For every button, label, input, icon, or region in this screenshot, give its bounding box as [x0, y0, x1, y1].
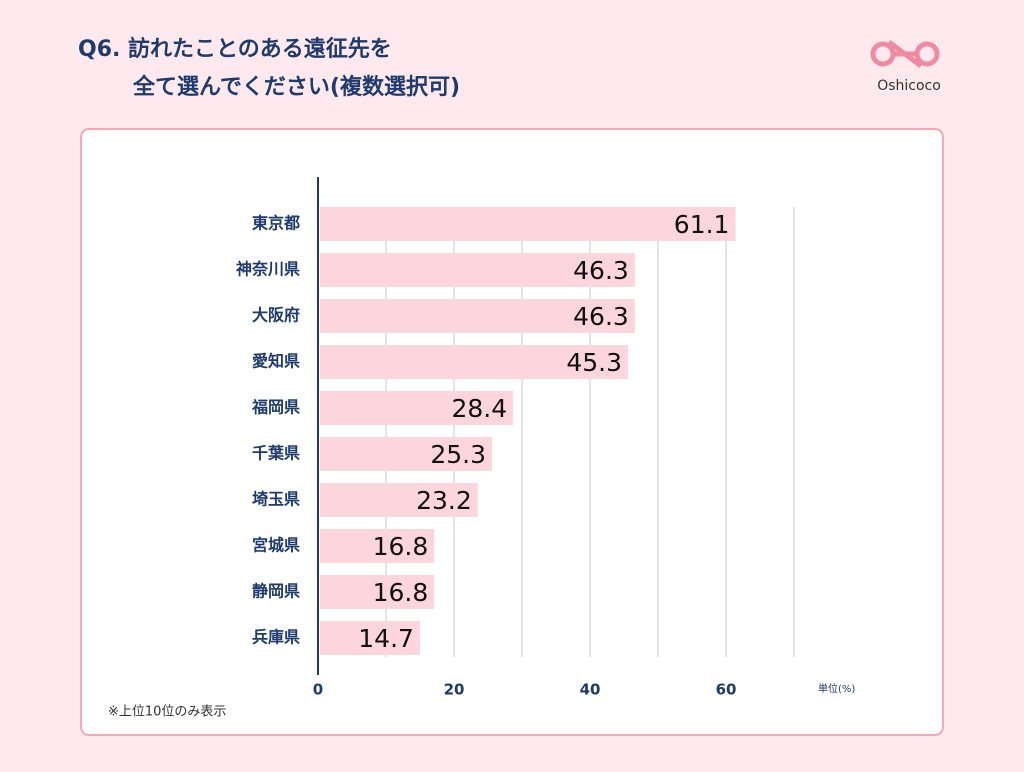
value-label: 28.4	[451, 394, 507, 423]
y-tick-label: 福岡県	[251, 398, 300, 417]
value-label: 46.3	[573, 302, 629, 331]
x-tick-label: 0	[313, 681, 323, 699]
y-tick-label: 愛知県	[252, 352, 300, 371]
x-tick-label: 40	[580, 681, 601, 699]
y-tick-label: 埼玉県	[252, 490, 300, 509]
y-tick-label: 静岡県	[252, 582, 300, 601]
bar	[320, 391, 514, 425]
y-tick-label: 宮城県	[252, 536, 300, 555]
bar	[320, 621, 420, 655]
value-label: 16.8	[373, 532, 429, 561]
bar	[320, 345, 629, 379]
y-tick-label: 千葉県	[252, 444, 300, 463]
bar	[320, 529, 435, 563]
title-line: Q6. 訪れたことのある遠征先を	[78, 36, 392, 62]
value-label: 46.3	[573, 256, 629, 285]
unit-label: 単位(%)	[818, 682, 855, 695]
x-tick-label: 60	[716, 681, 737, 699]
bar	[320, 299, 635, 333]
note: ※上位10位のみ表示	[108, 705, 226, 720]
title-line: 全て選んでください(複数選択可)	[132, 74, 460, 100]
value-label: 16.8	[373, 578, 429, 607]
value-label: 61.1	[674, 210, 730, 239]
logo-text: Oshicoco	[877, 78, 941, 94]
panel	[80, 128, 944, 736]
value-label: 14.7	[358, 624, 414, 653]
y-tick-label: 東京都	[252, 214, 300, 233]
value-label: 25.3	[430, 440, 486, 469]
y-tick-label: 兵庫県	[252, 628, 300, 647]
logo-icon	[870, 40, 940, 68]
bar	[320, 437, 493, 471]
bar	[320, 483, 478, 517]
y-tick-label: 大阪府	[252, 306, 300, 325]
bar	[320, 253, 635, 287]
value-label: 45.3	[566, 348, 622, 377]
bar	[320, 575, 435, 609]
y-tick-label: 神奈川県	[236, 260, 300, 279]
bar	[320, 207, 736, 241]
x-tick-label: 20	[444, 681, 465, 699]
value-label: 23.2	[416, 486, 472, 515]
